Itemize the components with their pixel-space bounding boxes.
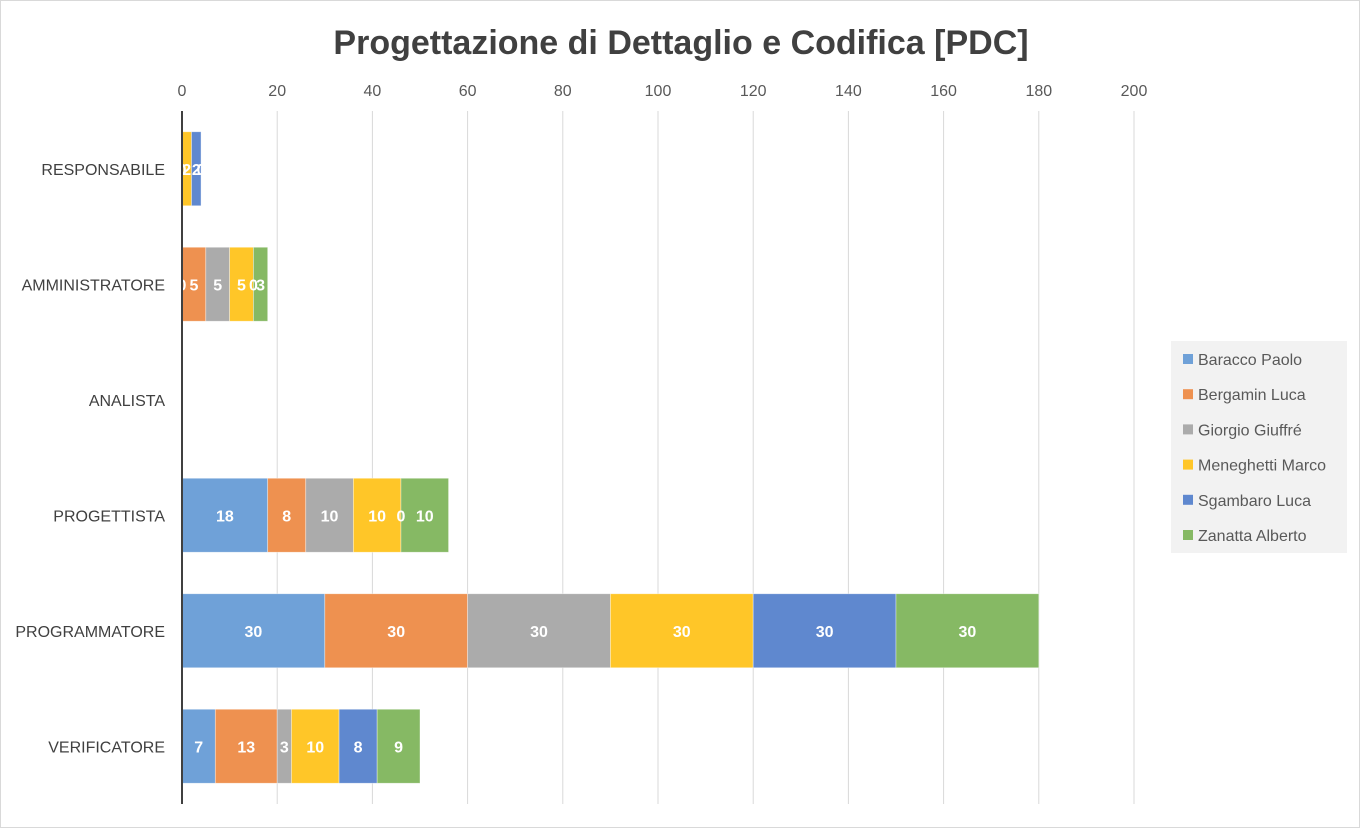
gridlines [276, 111, 1135, 804]
bar-segment [305, 477, 354, 553]
data-label: 10 [321, 508, 339, 525]
category-label: PROGRAMMATORE [15, 624, 165, 641]
category-label: PROGETTISTA [53, 508, 165, 525]
legend-swatch [1183, 389, 1193, 400]
x-tick-label: 100 [645, 83, 672, 100]
x-tick-label: 180 [1025, 83, 1052, 100]
legend-box [1171, 341, 1347, 553]
data-label: 30 [530, 624, 548, 641]
data-label: 8 [354, 739, 363, 756]
legend: Baracco Paolo Bergamin Luca Giorgio Giuffr… [1171, 341, 1347, 553]
legend-label: Bergamin Luca [1198, 387, 1306, 404]
bar-segment [467, 593, 611, 669]
data-label: 30 [387, 624, 405, 641]
category-label: RESPONSABILE [41, 162, 165, 179]
legend-label: Giorgio Giuffré [1198, 422, 1302, 439]
data-label: 9 [394, 739, 403, 756]
x-tick-label: 140 [835, 83, 862, 100]
data-label: 0 [397, 508, 406, 525]
data-label: 5 [237, 277, 246, 294]
legend-swatch [1183, 354, 1193, 364]
data-label: 5 [189, 277, 198, 294]
legend-swatch [1183, 494, 1193, 505]
bar-segment [610, 593, 754, 669]
data-label: 0 [197, 162, 206, 179]
bar-segment [253, 246, 269, 322]
bar-segment [338, 708, 378, 784]
data-label: 3 [256, 277, 265, 294]
data-label: 2 [182, 162, 191, 179]
legend-swatch [1183, 530, 1193, 540]
data-label: 5 [213, 277, 222, 294]
category-label: AMMINISTRATORE [22, 277, 165, 294]
x-tick-label: 200 [1121, 83, 1148, 100]
data-label: 10 [416, 508, 434, 525]
category-label: VERIFICATORE [48, 739, 165, 756]
data-label: 8 [282, 508, 291, 525]
legend-label: Sgambaro Luca [1198, 493, 1311, 510]
x-tick-label: 40 [364, 83, 382, 100]
x-tick-label: 60 [459, 83, 477, 100]
bar-segment [291, 708, 340, 784]
bar-segment [191, 131, 202, 207]
data-label: 30 [245, 624, 263, 641]
legend-swatch [1183, 424, 1193, 435]
x-tick-label: 20 [268, 83, 286, 100]
data-label: 30 [959, 624, 977, 641]
legend-swatch [1183, 459, 1193, 470]
x-tick-label: 0 [178, 83, 187, 100]
bar-segment [267, 477, 307, 553]
x-axis-ticks: 0 20 40 60 80 100 120 140 160 180 200 [178, 83, 1148, 100]
bar-segment [376, 708, 421, 784]
category-label: ANALISTA [89, 393, 166, 410]
legend-label: Meneghetti Marco [1198, 458, 1326, 475]
data-label: 30 [673, 624, 691, 641]
chart-title: Progettazione di Dettaglio e Codifica [P… [333, 24, 1028, 62]
bar-segment [181, 708, 216, 784]
data-label: 30 [816, 624, 834, 641]
legend-label: Baracco Paolo [1198, 352, 1302, 369]
data-label: 10 [368, 508, 386, 525]
bar-segment [324, 593, 468, 669]
x-tick-label: 160 [930, 83, 957, 100]
bar-segment [352, 477, 402, 553]
bar-segment [400, 477, 449, 553]
legend-label: Zanatta Alberto [1198, 528, 1307, 545]
data-label: 10 [306, 739, 324, 756]
data-label: 18 [216, 508, 234, 525]
x-tick-label: 80 [554, 83, 572, 100]
x-tick-label: 120 [740, 83, 767, 100]
data-label: 3 [280, 739, 289, 756]
category-labels: RESPONSABILE AMMINISTRATORE ANALISTA PROGET… [15, 162, 165, 757]
bar-segment [752, 593, 897, 669]
bar-segment [895, 593, 1040, 669]
bars [181, 131, 1040, 784]
data-label: 13 [237, 739, 255, 756]
data-label: 2 [192, 162, 201, 179]
data-label: 7 [194, 739, 203, 756]
bar-segment [214, 708, 278, 784]
data-label: 0 [249, 277, 258, 294]
